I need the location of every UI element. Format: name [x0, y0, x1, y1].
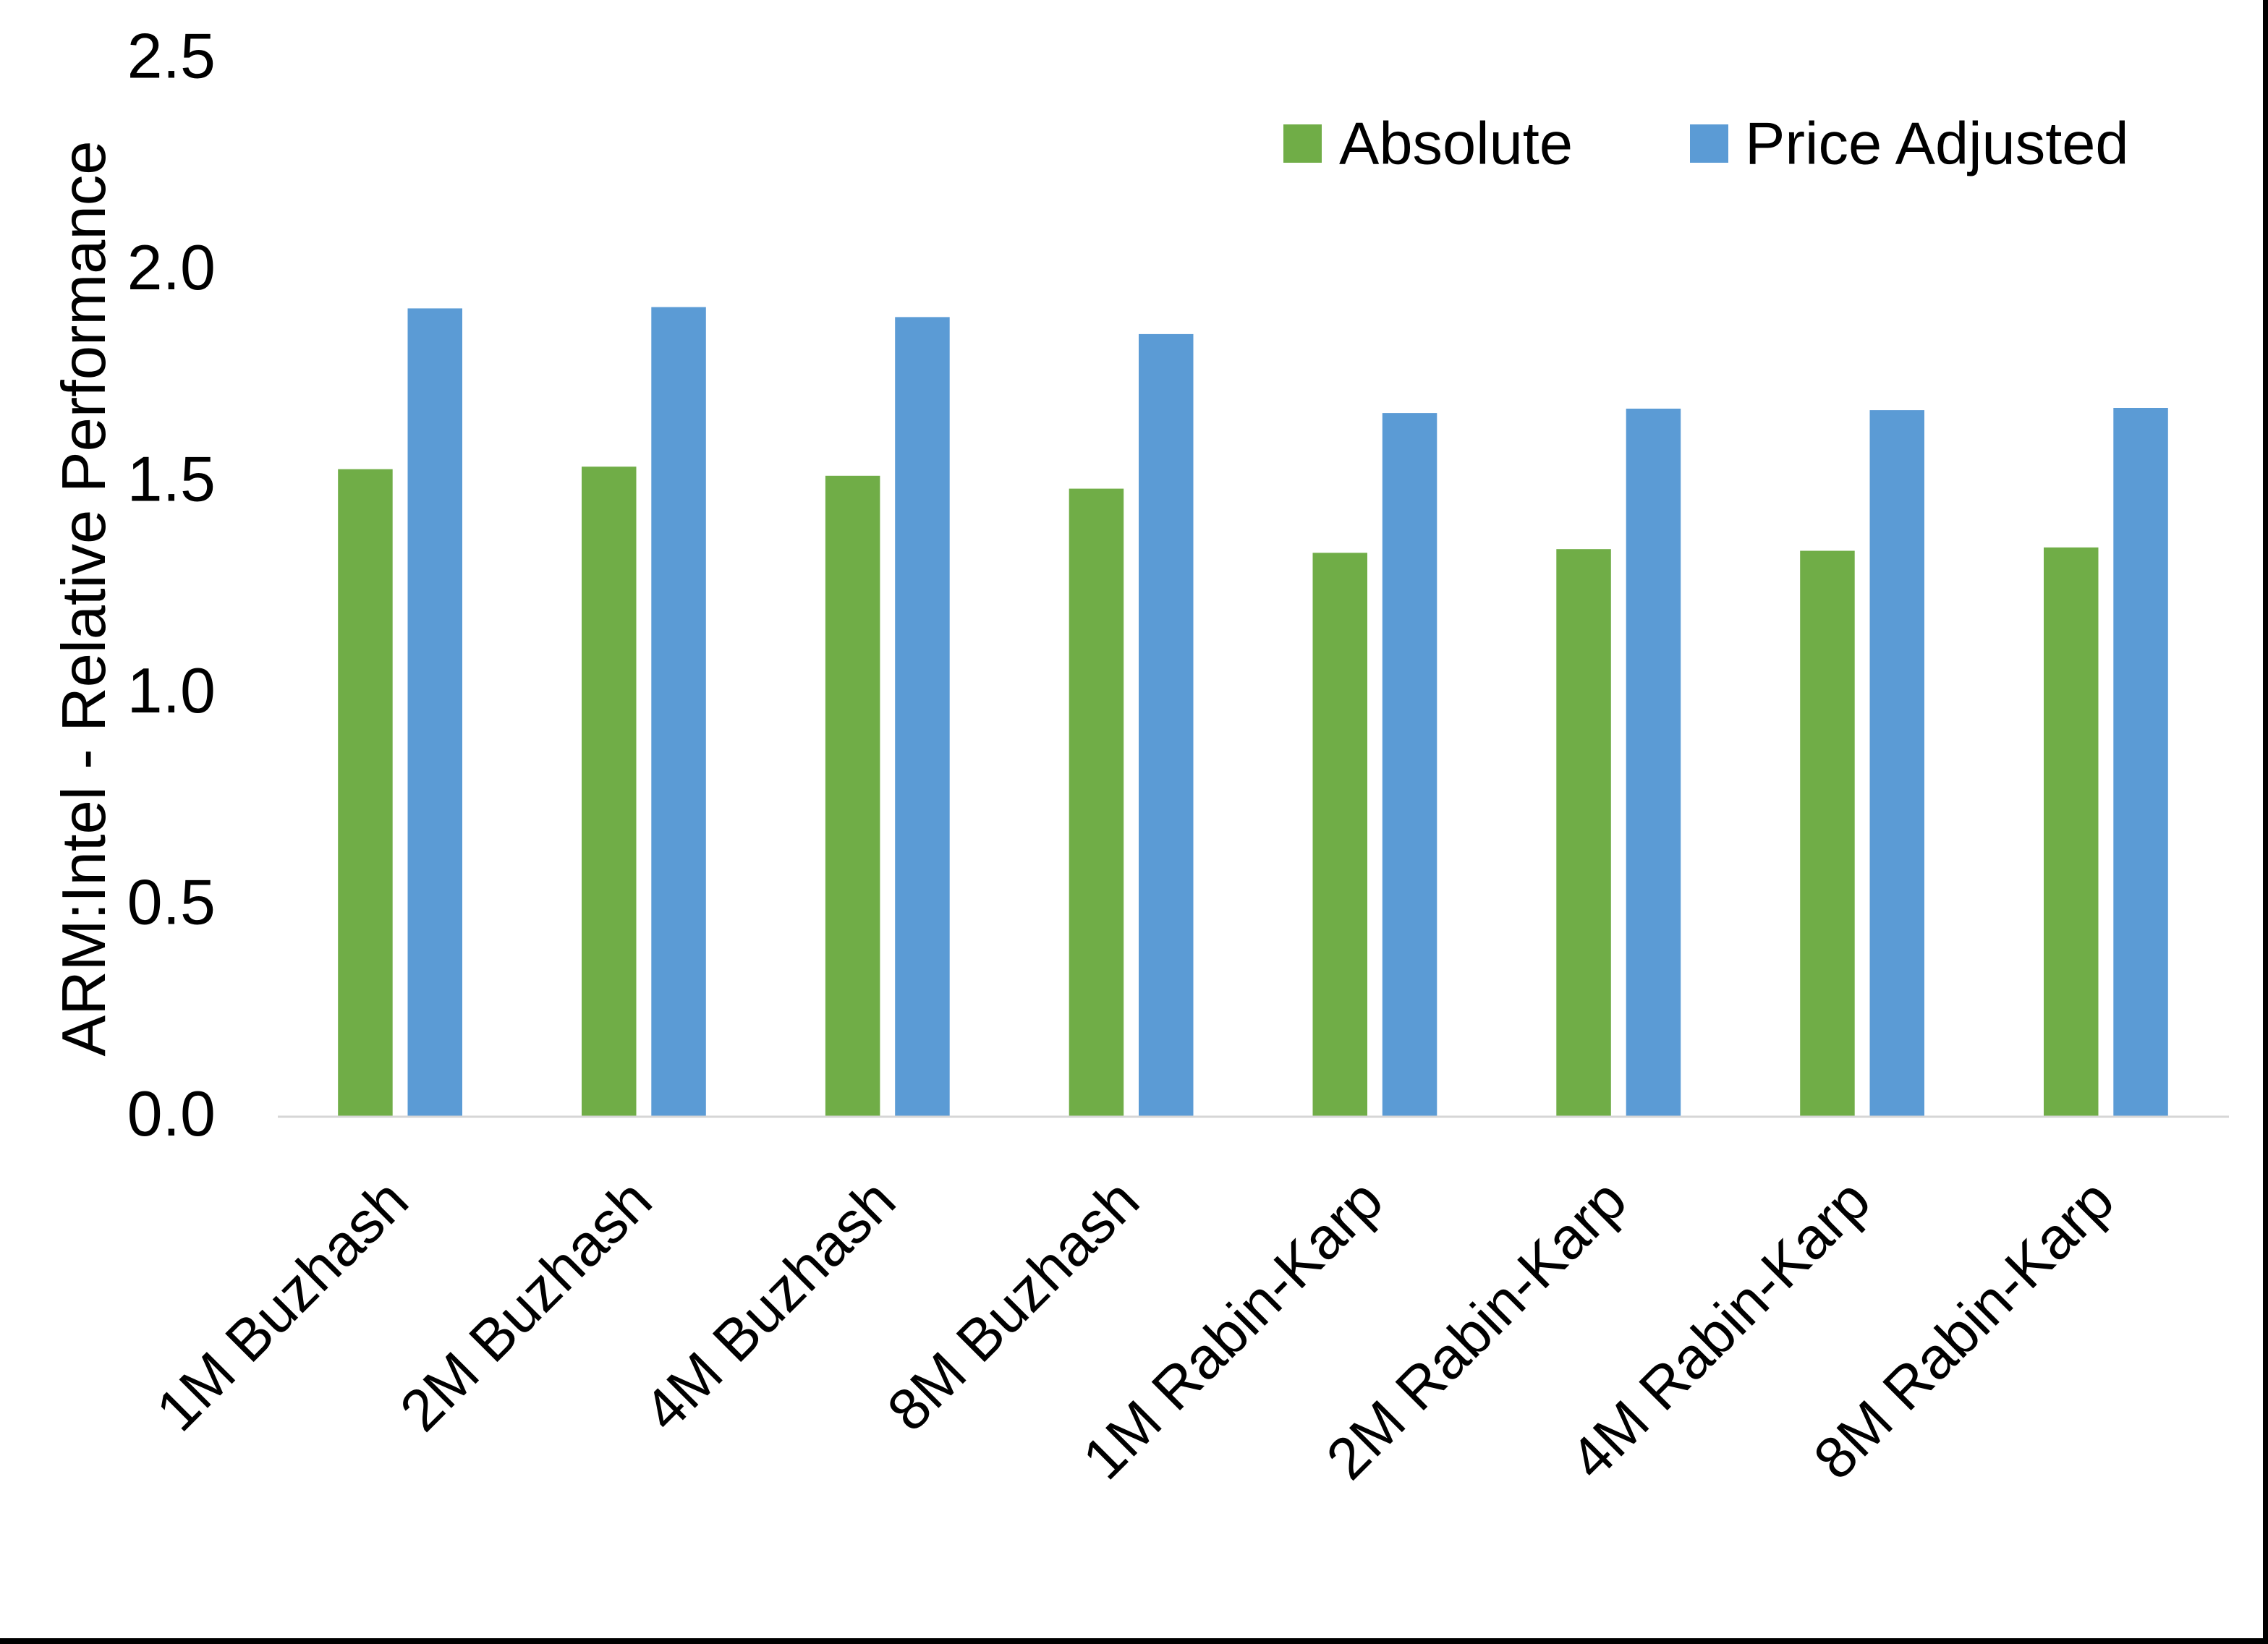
svg-text:2.0: 2.0 — [127, 231, 216, 303]
svg-text:Absolute: Absolute — [1339, 110, 1573, 177]
svg-text:ARM:Intel - Relative Performan: ARM:Intel - Relative Performance — [50, 141, 119, 1057]
svg-text:1.0: 1.0 — [127, 655, 216, 726]
svg-text:0.5: 0.5 — [127, 866, 216, 938]
svg-text:1.5: 1.5 — [127, 443, 216, 515]
svg-text:0.0: 0.0 — [127, 1078, 216, 1149]
svg-text:2.5: 2.5 — [127, 20, 216, 92]
svg-text:Price Adjusted: Price Adjusted — [1745, 110, 2129, 177]
